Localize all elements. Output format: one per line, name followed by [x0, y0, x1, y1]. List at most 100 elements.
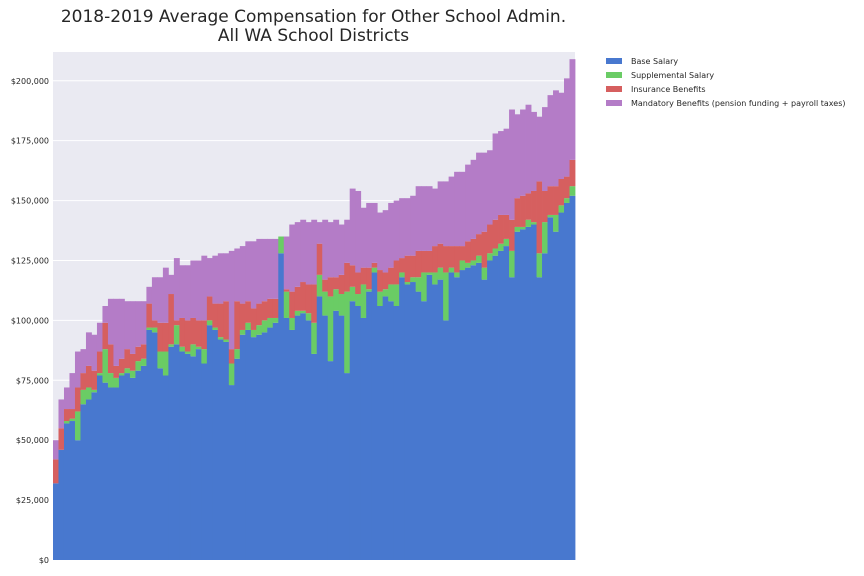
bar-segment-series-2: [69, 409, 76, 419]
bar-segment-series-0: [498, 250, 504, 561]
bar-segment-series-2: [91, 370, 98, 390]
bar-segment-series-1: [470, 260, 477, 266]
bar-segment-series-2: [195, 320, 202, 347]
bar-segment-series-0: [223, 341, 230, 560]
bar-segment-series-3: [256, 238, 263, 304]
bar-segment-series-1: [459, 260, 466, 271]
bar-segment-series-0: [151, 332, 158, 560]
bar-segment-series-0: [140, 365, 147, 560]
bar-segment-series-3: [415, 186, 422, 251]
bar-segment-series-2: [393, 260, 400, 285]
bar-segment-series-0: [333, 310, 340, 560]
bar-segment-series-2: [509, 219, 515, 251]
bar-segment-series-2: [487, 224, 493, 254]
bar-segment-series-0: [514, 231, 521, 560]
bar-segment-series-3: [344, 219, 351, 263]
bar-segment-series-1: [256, 325, 263, 335]
bar-segment-series-2: [256, 303, 263, 326]
bar-segment-series-3: [333, 219, 340, 278]
bar-segment-series-2: [58, 428, 65, 450]
bar-segment-series-0: [432, 284, 439, 560]
bar-segment-series-3: [316, 222, 323, 244]
bar-segment-series-1: [63, 421, 70, 424]
bar-segment-series-1: [113, 377, 120, 388]
bar-segment-series-2: [421, 250, 428, 273]
bar-segment-series-0: [470, 265, 477, 560]
bar-segment-series-0: [63, 423, 70, 560]
bar-segment-series-2: [454, 246, 461, 273]
bar-segment-series-1: [426, 272, 433, 275]
bar-segment-series-2: [261, 301, 268, 321]
bar-segment-series-1: [294, 310, 301, 316]
y-tick-label: $175,000: [11, 137, 49, 146]
bar-segment-series-3: [371, 202, 378, 263]
bar-segment-series-0: [421, 301, 428, 560]
bar-segment-series-3: [201, 255, 208, 321]
bar-segment-series-3: [553, 90, 559, 187]
bar-segment-series-2: [206, 296, 213, 321]
bar-segment-series-3: [267, 238, 274, 299]
bar-segment-series-0: [553, 231, 559, 560]
legend: Base Salary Supplemental Salary Insurance …: [606, 54, 845, 110]
bar-segment-series-0: [173, 344, 180, 560]
bar-segment-series-1: [173, 325, 180, 345]
bar-segment-series-3: [520, 109, 526, 196]
bar-segment-series-1: [91, 389, 98, 393]
bar-segment-series-2: [432, 246, 439, 273]
bar-segment-series-3: [558, 92, 565, 179]
bar-segment-series-0: [360, 317, 367, 560]
bar-segment-series-2: [311, 284, 318, 323]
bar-segment-series-1: [415, 277, 422, 292]
bar-segment-series-3: [355, 190, 362, 273]
bar-segment-series-0: [536, 277, 543, 560]
bar-segment-series-2: [80, 373, 87, 390]
bar-segment-series-1: [569, 186, 576, 196]
bar-segment-series-0: [542, 253, 548, 560]
bar-segment-series-2: [459, 246, 466, 261]
bar-segment-series-0: [300, 313, 307, 560]
bar-segment-series-0: [448, 272, 455, 560]
bar-segment-series-0: [520, 229, 526, 561]
bar-segment-series-0: [344, 373, 351, 560]
bar-segment-series-1: [245, 322, 252, 330]
bar-segment-series-0: [454, 277, 461, 560]
bar-segment-series-0: [531, 224, 537, 560]
bar-segment-series-1: [300, 310, 307, 314]
bar-segment-series-2: [63, 409, 70, 422]
bar-segment-series-1: [228, 363, 235, 386]
bar-segment-series-3: [305, 222, 312, 285]
y-tick-label: $200,000: [11, 77, 49, 86]
bar-segment-series-3: [509, 109, 515, 220]
bar-segment-series-1: [107, 373, 114, 388]
bar-segment-series-1: [338, 294, 345, 316]
bar-segment-series-2: [338, 274, 345, 295]
bar-segment-series-3: [503, 128, 510, 215]
bar-segment-series-1: [382, 289, 389, 297]
bar-segment-series-0: [245, 329, 252, 560]
bar-segment-series-0: [415, 291, 422, 560]
bar-segment-series-3: [184, 265, 191, 321]
bar-segment-series-3: [289, 224, 296, 292]
bar-segment-series-1: [410, 277, 417, 283]
bar-segment-series-0: [217, 339, 224, 560]
bar-segment-series-0: [481, 279, 488, 560]
bar-segment-series-3: [492, 133, 499, 220]
bar-segment-series-1: [509, 250, 515, 278]
bar-segment-series-1: [454, 272, 461, 278]
bar-segment-series-1: [250, 329, 257, 338]
bar-segment-series-3: [63, 387, 70, 410]
bar-segment-series-0: [239, 334, 246, 560]
bar-segment-series-1: [168, 344, 175, 347]
bar-segment-series-2: [118, 358, 125, 374]
bar-segment-series-1: [212, 327, 219, 330]
bar-segment-series-3: [448, 176, 455, 247]
bar-segment-series-1: [547, 214, 554, 218]
bar-segment-series-2: [190, 317, 197, 345]
bar-segment-series-2: [360, 267, 367, 285]
y-tick-label: $25,000: [16, 496, 49, 505]
bar-segment-series-2: [503, 214, 510, 239]
bar-segment-series-2: [344, 262, 351, 292]
bar-segment-series-2: [234, 301, 241, 350]
bar-segment-series-3: [542, 107, 548, 191]
bar-segment-series-2: [85, 365, 92, 388]
